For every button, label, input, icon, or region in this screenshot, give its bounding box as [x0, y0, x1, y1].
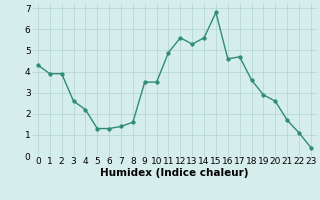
X-axis label: Humidex (Indice chaleur): Humidex (Indice chaleur) [100, 168, 249, 178]
